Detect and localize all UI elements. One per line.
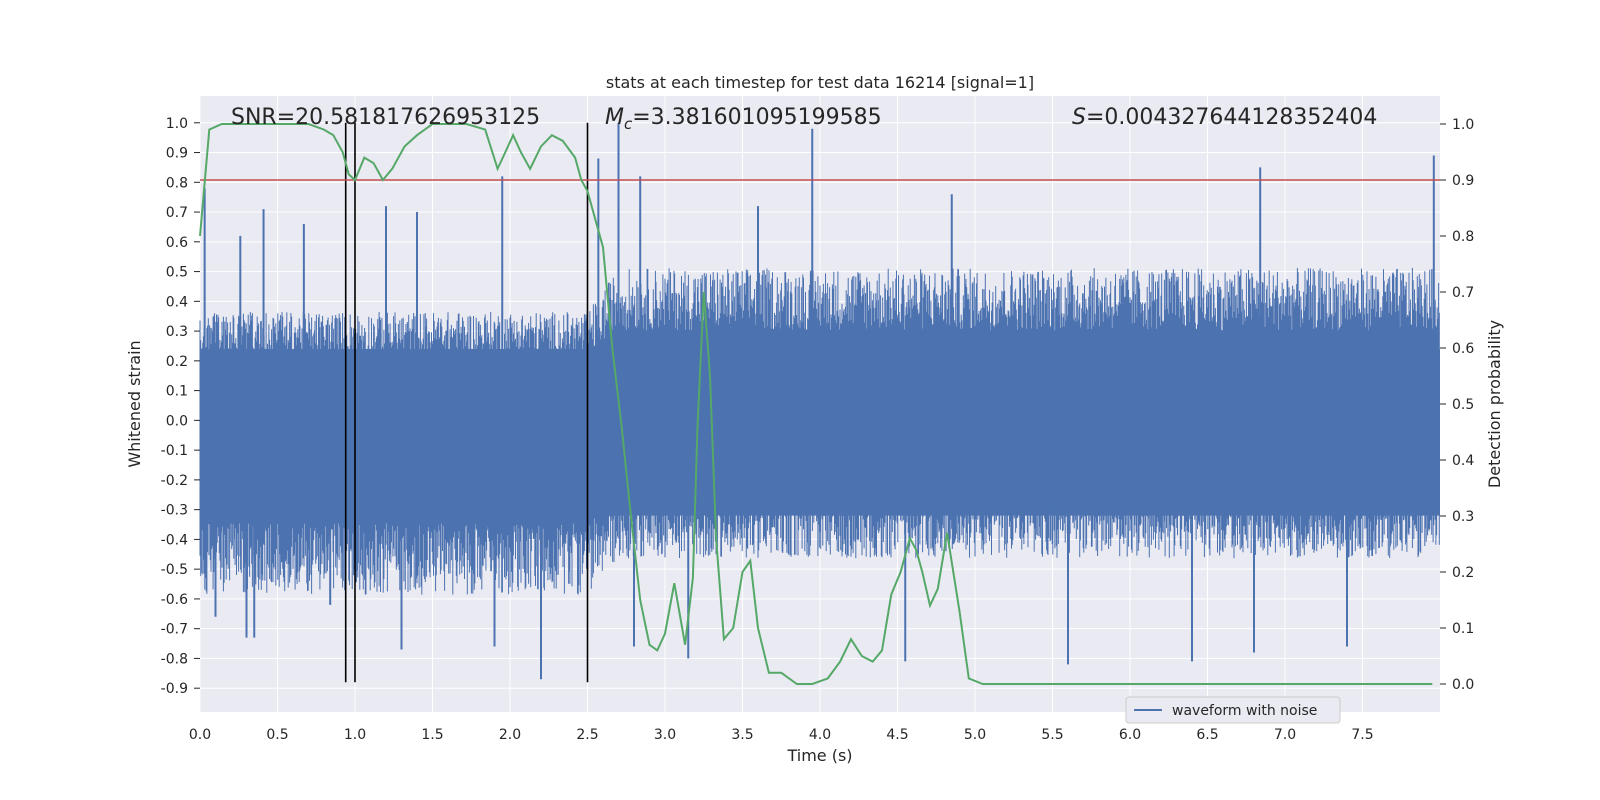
left-tick-label: -0.6	[161, 592, 188, 608]
left-tick-label: -0.7	[161, 622, 188, 638]
x-tick-label: 5.5	[1041, 727, 1063, 743]
left-tick-label: 0.4	[166, 294, 188, 310]
right-tick-label: 1.0	[1452, 117, 1474, 133]
x-tick-label: 7.0	[1274, 727, 1296, 743]
x-tick-label: 1.0	[344, 727, 366, 743]
s-value: =0.004327644128352404	[1086, 105, 1377, 130]
right-tick-label: 0.5	[1452, 397, 1474, 413]
left-tick-label: 0.5	[166, 265, 188, 281]
left-tick-label: -0.2	[161, 473, 188, 489]
left-tick-label: 0.2	[166, 354, 188, 370]
right-axis-label: Detection probability	[1485, 320, 1504, 488]
chirp-mass-symbol: M	[605, 105, 624, 130]
x-tick-label: 6.0	[1119, 727, 1141, 743]
legend: waveform with noise	[1125, 696, 1341, 724]
right-tick-label: 0.4	[1452, 453, 1474, 469]
x-tick-label: 4.0	[809, 727, 831, 743]
x-tick-label: 5.0	[964, 727, 986, 743]
left-tick-label: -0.9	[161, 681, 188, 697]
left-tick-label: 0.1	[166, 384, 188, 400]
chart-title: stats at each timestep for test data 162…	[606, 73, 1034, 92]
left-tick-label: 0.8	[166, 175, 188, 191]
x-tick-label: 0.5	[266, 727, 288, 743]
waveform-trace	[199, 267, 1440, 595]
left-tick-label: -0.3	[161, 503, 188, 519]
x-tick-label: 6.5	[1196, 727, 1218, 743]
right-tick-label: 0.9	[1452, 173, 1474, 189]
left-tick-label: 1.0	[166, 116, 188, 132]
left-tick-label: 0.9	[166, 146, 188, 162]
left-tick-label: -0.8	[161, 651, 188, 667]
vertical-markers	[344, 122, 589, 683]
right-tick-label: 0.1	[1452, 621, 1474, 637]
legend-entry-waveform: waveform with noise	[1172, 703, 1317, 719]
x-tick-label: 1.5	[421, 727, 443, 743]
x-axis-ticks: 0.0 0.5 1.0 1.5 2.0 2.5 3.0 3.5 4.0 4.5 5.0 5.5 6.0 6…	[189, 727, 1374, 743]
legend-box	[1125, 696, 1341, 724]
x-tick-label: 7.5	[1351, 727, 1373, 743]
right-tick-label: 0.3	[1452, 509, 1474, 525]
left-tick-label: 0.0	[166, 413, 188, 429]
x-tick-label: 4.5	[886, 727, 908, 743]
right-tick-label: 0.2	[1452, 565, 1474, 581]
left-tick-label: 0.3	[166, 324, 188, 340]
waveform-series	[199, 122, 1440, 680]
x-tick-label: 2.5	[576, 727, 598, 743]
x-tick-label: 2.0	[499, 727, 521, 743]
left-tick-label: -0.5	[161, 562, 188, 578]
chirp-mass-value: =3.381601095199585	[632, 105, 881, 130]
chirp-mass-annotation: Mc=3.381601095199585	[605, 105, 882, 133]
x-tick-label: 3.5	[731, 727, 753, 743]
chirp-mass-subscript: c	[624, 115, 633, 133]
right-tick-label: 0.8	[1452, 229, 1474, 245]
x-tick-label: 3.0	[654, 727, 676, 743]
left-axis-ticks: 1.0 0.9 0.8 0.7 0.6 0.5 0.4 0.3 0.2 0.1 0.0 -0.1 -0.…	[161, 116, 200, 697]
s-annotation: S=0.004327644128352404	[1072, 105, 1377, 130]
left-tick-label: -0.4	[161, 532, 188, 548]
x-axis-label: Time (s)	[786, 746, 852, 765]
x-tick-label: 0.0	[189, 727, 211, 743]
s-symbol: S	[1072, 105, 1086, 130]
left-tick-label: -0.1	[161, 443, 188, 459]
detection-probability-series	[199, 123, 1433, 685]
left-tick-label: 0.6	[166, 235, 188, 251]
right-tick-label: 0.0	[1452, 677, 1474, 693]
left-axis-label: Whitened strain	[125, 340, 144, 467]
right-tick-label: 0.6	[1452, 341, 1474, 357]
detection-probability-line	[199, 123, 1433, 685]
snr-annotation: SNR=20.581817626953125	[231, 105, 540, 130]
right-axis-ticks: 1.0 0.9 0.8 0.7 0.6 0.5 0.4 0.3 0.2 0.1 0.0	[1440, 117, 1474, 693]
left-tick-label: 0.7	[166, 205, 188, 221]
right-tick-label: 0.7	[1452, 285, 1474, 301]
